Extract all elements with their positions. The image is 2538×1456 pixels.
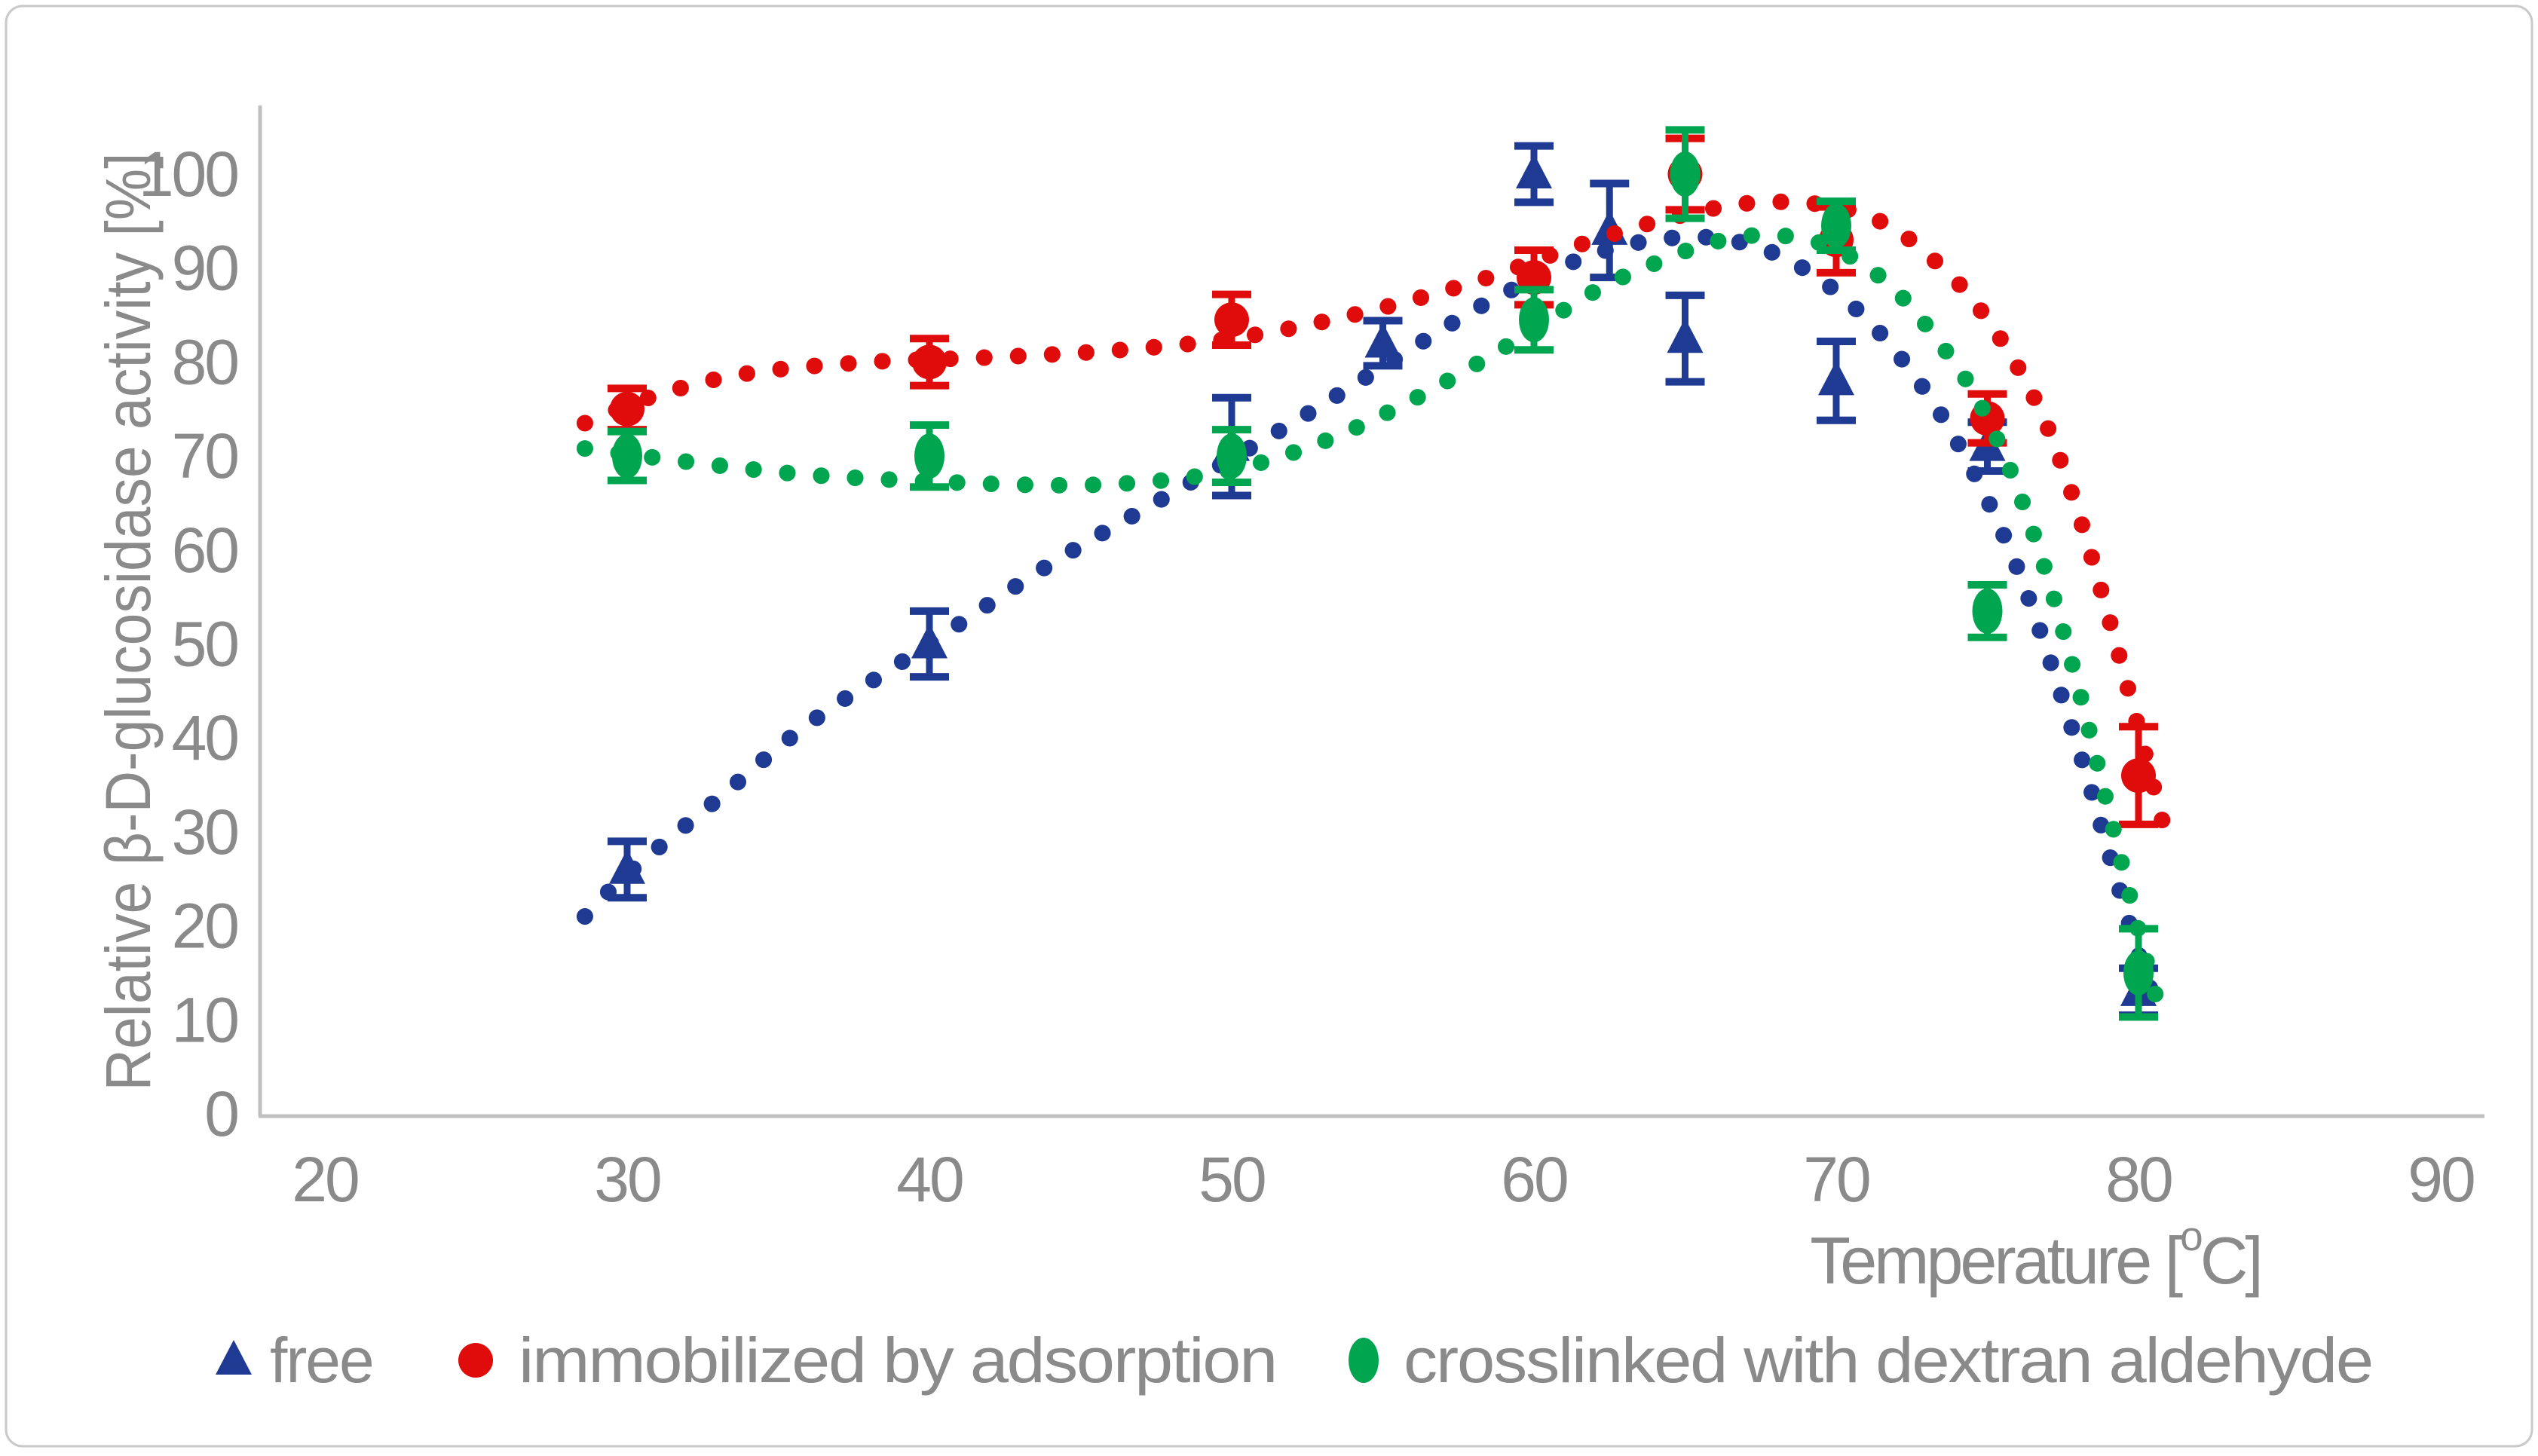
y-tick-label-20: 20 [172,891,238,962]
series2-point-40-marker [914,433,944,479]
x-tick-label-20: 20 [292,1144,358,1215]
series2-point-60-marker [1519,297,1549,343]
legend-label-0: free [270,1325,373,1396]
y-tick-label-60: 60 [172,515,238,586]
x-axis-title: Temperature [oC] [1810,1213,2261,1298]
trendline-immobilized-by-adsorption [576,193,2178,855]
series1-point-50-marker [1214,302,1249,338]
trendline-free [576,228,2169,1024]
series1-point-80-marker [2121,758,2156,794]
y-tick-label-0: 0 [204,1078,237,1149]
series0-point-55-marker [1364,323,1401,358]
legend-label-1: immobilized by adsorption [519,1325,1276,1396]
y-axis-title: Relative β-D-glucosidase activity [%] [93,153,164,1091]
series1-point-30-marker [610,391,644,427]
series0-point-65-marker [1667,318,1704,353]
figure-border [5,5,2533,1448]
x-tick-label-80: 80 [2105,1144,2172,1215]
y-tick-label-80: 80 [172,326,238,397]
y-tick-label-30: 30 [172,797,238,867]
x-tick-label-90: 90 [2408,1144,2474,1215]
x-tick-label-40: 40 [896,1144,963,1215]
y-tick-label-100: 100 [139,139,237,210]
y-tick-label-50: 50 [172,609,238,680]
series2-point-65-marker [1670,151,1701,197]
x-tick-label-30: 30 [594,1144,660,1215]
series0-point-40-marker [911,623,948,659]
series2-point-30-marker [612,433,642,479]
series2-point-80-marker [2123,950,2154,996]
series0-point-60-marker [1516,154,1552,188]
y-tick-label-10: 10 [172,984,238,1055]
y-tick-label-90: 90 [172,233,238,304]
legend-marker-triangle [216,1340,252,1375]
y-tick-label-40: 40 [172,702,238,773]
series2-point-70-marker [1821,203,1851,249]
x-tick-label-70: 70 [1803,1144,1869,1215]
legend-label-2: crosslinked with dextran aldehyde [1404,1325,2372,1396]
y-tick-label-70: 70 [172,421,238,491]
x-tick-label-60: 60 [1501,1144,1567,1215]
x-tick-label-50: 50 [1199,1144,1265,1215]
series0-point-70-marker [1818,360,1854,396]
legend-marker-diamond [1349,1338,1379,1383]
series2-point-50-marker [1217,433,1247,479]
legend-marker-circle [458,1343,493,1378]
series1-point-40-marker [912,344,947,380]
trendline-crosslinked-with-dextran-aldehyde [576,226,2169,1019]
series0-point-30-marker [609,849,645,884]
series2-point-75-marker [1972,588,2003,634]
